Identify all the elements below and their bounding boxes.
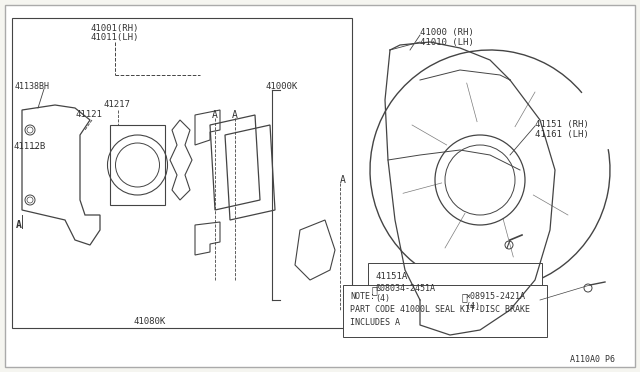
Text: 41011(LH): 41011(LH) (91, 33, 139, 42)
FancyBboxPatch shape (12, 18, 352, 328)
Text: 41001(RH): 41001(RH) (91, 24, 139, 33)
Text: 41217: 41217 (103, 100, 130, 109)
Text: ß08034-2451A
(4): ß08034-2451A (4) (375, 284, 435, 304)
Text: A: A (340, 175, 346, 185)
Text: A110A0 P6: A110A0 P6 (570, 355, 615, 364)
Text: 41151 (RH): 41151 (RH) (535, 120, 589, 129)
Text: 41010 (LH): 41010 (LH) (420, 38, 474, 47)
Text: 41000 (RH): 41000 (RH) (420, 28, 474, 37)
FancyBboxPatch shape (5, 5, 635, 367)
Text: 41121: 41121 (75, 110, 102, 119)
Text: A: A (232, 110, 238, 120)
FancyBboxPatch shape (343, 285, 547, 337)
Text: 41138BH: 41138BH (15, 82, 50, 91)
Text: Ⓑ: Ⓑ (372, 285, 378, 295)
Text: 41161 (LH): 41161 (LH) (535, 130, 589, 139)
Text: A: A (212, 110, 218, 120)
Text: NOTE:
PART CODE 41000L SEAL KIT-DISC BRAKE
INCLUDES A: NOTE: PART CODE 41000L SEAL KIT-DISC BRA… (350, 292, 530, 327)
FancyBboxPatch shape (368, 263, 542, 337)
FancyBboxPatch shape (110, 125, 165, 205)
Text: A: A (16, 220, 22, 230)
Text: ×08915-2421A
(4): ×08915-2421A (4) (465, 292, 525, 311)
Text: 41080K: 41080K (134, 317, 166, 326)
Text: 41112B: 41112B (14, 142, 46, 151)
Text: Ⓦ: Ⓦ (462, 292, 468, 302)
Text: 41151A: 41151A (375, 272, 407, 281)
Text: 41000K: 41000K (265, 82, 297, 91)
